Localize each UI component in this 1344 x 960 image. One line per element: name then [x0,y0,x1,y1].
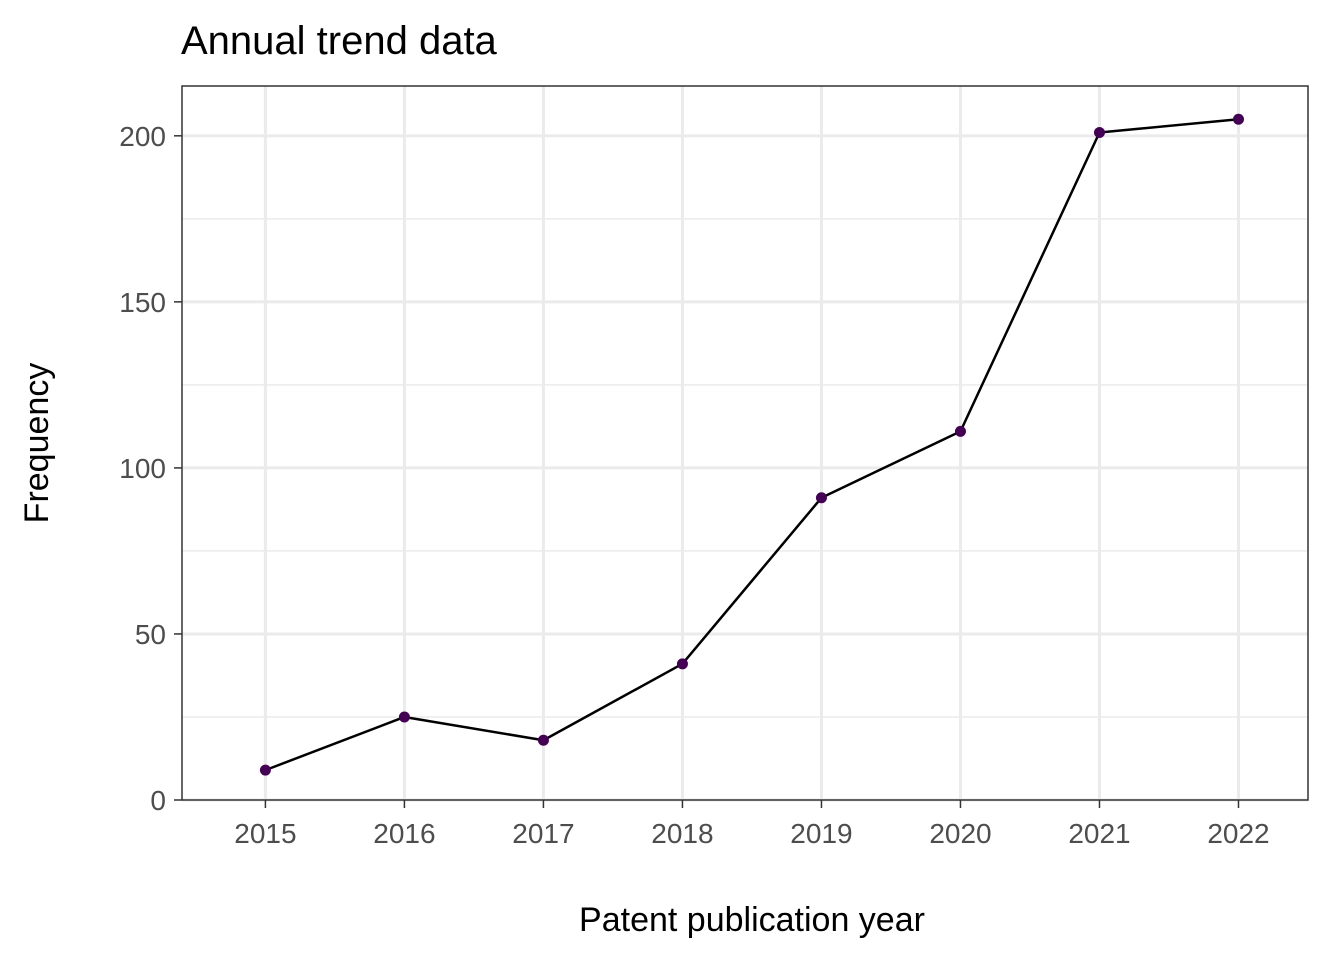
x-tick-label: 2021 [1068,818,1130,849]
y-tick-label: 50 [135,619,166,650]
data-point [1094,127,1105,138]
data-point [816,492,827,503]
y-tick-label: 0 [150,785,166,816]
x-tick-label: 2020 [929,818,991,849]
y-axis-title: Frequency [18,363,56,524]
grid-layer [182,86,1308,800]
x-tick-label: 2018 [651,818,713,849]
data-point [677,658,688,669]
data-point [1233,114,1244,125]
data-point [399,711,410,722]
chart-title: Annual trend data [181,19,498,63]
x-tick-label: 2016 [373,818,435,849]
data-point [955,426,966,437]
x-tick-label: 2019 [790,818,852,849]
x-tick-label: 2022 [1207,818,1269,849]
data-point [260,765,271,776]
y-tick-label: 150 [119,287,166,318]
x-tick-label: 2015 [234,818,296,849]
x-axis-title: Patent publication year [579,901,925,939]
y-tick-label: 200 [119,121,166,152]
x-tick-label: 2017 [512,818,574,849]
plot-panel [182,86,1308,800]
y-tick-label: 100 [119,453,166,484]
data-point [538,735,549,746]
